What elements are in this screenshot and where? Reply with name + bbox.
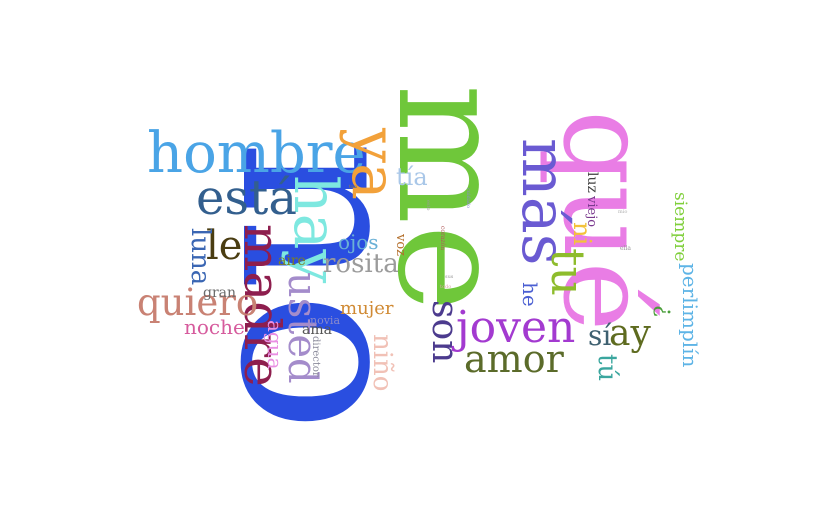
word-ella: ella [620, 245, 631, 252]
word-siempre: siempre [670, 192, 690, 262]
word-cuidado: cuidado [465, 188, 471, 209]
word-luna: luna [185, 228, 215, 286]
word-ojos: ojos [338, 230, 379, 254]
word-tia: tía [396, 163, 428, 191]
word-gran: gran [203, 285, 237, 301]
word-tu: tu [541, 248, 595, 297]
word-viejo: viejo [584, 196, 599, 228]
word-corazon: corazón [439, 226, 446, 251]
word-ama: ama [302, 322, 332, 338]
word-aire: aire [278, 253, 306, 269]
word-voz: voz [393, 234, 408, 257]
word-esto: esto [425, 200, 431, 211]
word-si: sí [588, 319, 612, 352]
word-mas: más [508, 138, 581, 266]
word-todo: todo [440, 284, 452, 290]
word-sus: sus [445, 274, 454, 280]
word-ay: ay [609, 313, 651, 354]
word-rosita: rosita [323, 249, 399, 279]
word-luz: luz [584, 172, 600, 193]
word-perlimplin: perlimplín [678, 263, 702, 368]
word-tu2: tú [592, 354, 622, 382]
word-hombre: hombre [147, 121, 366, 186]
word-novia: novia [310, 314, 340, 327]
word-joven: joven [456, 302, 576, 353]
word-mio: mío [618, 209, 628, 215]
word-mujer: mujer [340, 298, 394, 319]
word-he: he [518, 282, 542, 307]
word-quote: ¿ [652, 305, 677, 317]
word-noche: noche [184, 315, 245, 339]
word-le: le [206, 223, 243, 269]
word-director: director [310, 336, 321, 377]
word-nino: niño [367, 334, 397, 392]
word-agua: agua [263, 320, 287, 370]
word-amor: amor [464, 337, 564, 381]
word-quiero: quiero [137, 281, 259, 324]
word-tan: tan [349, 184, 358, 190]
word-esta: está [196, 170, 297, 226]
